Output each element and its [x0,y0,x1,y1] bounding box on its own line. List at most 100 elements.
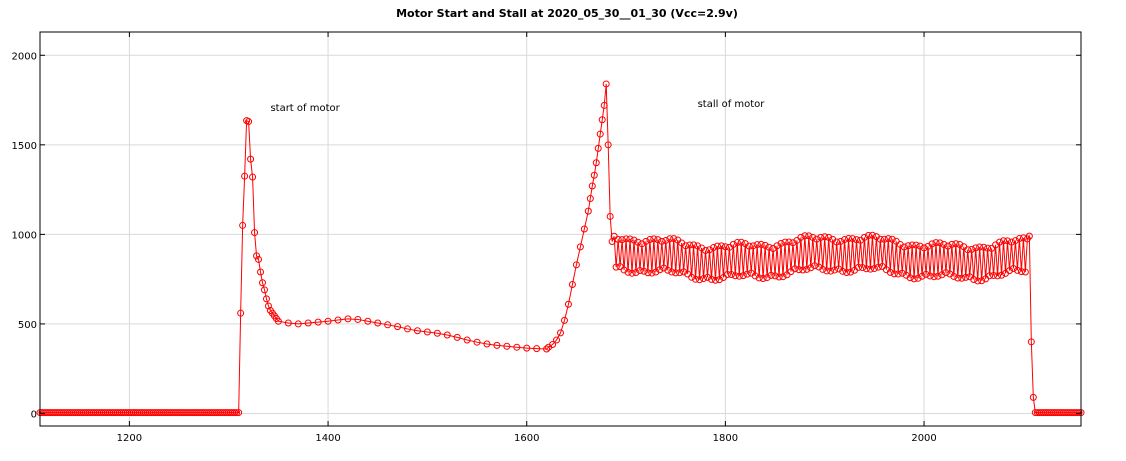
data-point [739,272,747,280]
data-point [676,269,684,277]
data-point [841,236,849,244]
data-point [880,235,888,243]
data-point [944,242,952,250]
data-point [711,276,719,284]
data-point [906,274,914,282]
data-point [624,268,632,276]
data-point [690,241,698,249]
x-tick-label: 1200 [117,433,142,444]
data-point [443,331,451,339]
data-point [819,265,827,273]
data-point [868,231,876,239]
data-point [1073,409,1081,417]
data-point [970,275,978,283]
data-point [717,242,725,250]
data-point [874,263,882,271]
data-point [630,236,638,244]
data-point [650,235,658,243]
data-point [374,319,382,327]
data-point [898,269,906,277]
data-point [513,343,521,351]
data-point [847,268,855,276]
data-point [835,265,843,273]
data-point [682,242,690,250]
data-point [916,242,924,250]
data-point [827,267,835,275]
data-point [706,246,713,254]
data-point [900,243,908,251]
data-point [753,241,761,249]
data-point [988,244,996,252]
data-point [962,273,970,281]
data-point [580,225,588,233]
data-point [628,269,636,277]
data-point [767,271,775,279]
data-point [640,267,648,275]
data-point [803,265,811,273]
data-point [862,265,870,273]
data-point [910,275,918,283]
data-point [775,273,783,281]
axes: 1200 1400 1600 1800 2000 0 500 1000 1500 2000 [12,31,1082,444]
data-point [807,264,815,272]
data-point [660,264,668,272]
data-point [952,240,960,248]
data-point [453,333,461,341]
data-point [572,261,580,269]
data-point [247,155,255,163]
data-point [614,235,622,243]
data-point [749,242,757,250]
data-point [908,241,916,249]
data-point [964,246,972,254]
data-point [553,336,561,344]
data-point [811,262,819,270]
data-point [833,238,841,246]
data-point [666,235,674,243]
data-point [938,271,946,279]
data-point [940,241,948,249]
x-tick-label: 1600 [514,433,539,444]
data-point [606,212,614,220]
x-tick-label: 1400 [315,433,340,444]
data-point [354,315,362,323]
data-point [755,274,763,282]
data-point [1017,268,1025,276]
data-point [884,235,892,243]
data-point [696,276,704,284]
data-point [600,101,608,109]
data-point [735,272,743,280]
data-point [958,274,966,282]
data-point [805,232,813,240]
data-point [928,240,936,248]
data-point [745,242,753,250]
data-point [1009,265,1017,273]
data-point [245,118,253,126]
data-point [860,233,868,241]
data-point [934,272,942,280]
data-point [894,270,902,278]
data-point [998,271,1006,279]
data-point [733,239,741,247]
data-point [950,272,958,280]
data-point [646,236,654,244]
data-point [543,345,551,353]
data-point [241,172,249,180]
data-point [870,265,878,273]
data-point [1029,393,1037,401]
data-point [680,268,688,276]
data-point [259,279,266,287]
data-point [670,235,678,243]
data-point [930,273,938,281]
annotation-label: stall of motor [698,99,766,110]
data-point [656,266,664,274]
data-point [1005,267,1013,275]
y-tick-label: 0 [31,409,37,420]
data-point [602,80,610,88]
data-point [1000,237,1008,245]
data-point [886,268,894,276]
data-point [584,207,592,215]
data-point [423,328,431,336]
data-point [823,267,831,275]
data-point [864,232,872,240]
